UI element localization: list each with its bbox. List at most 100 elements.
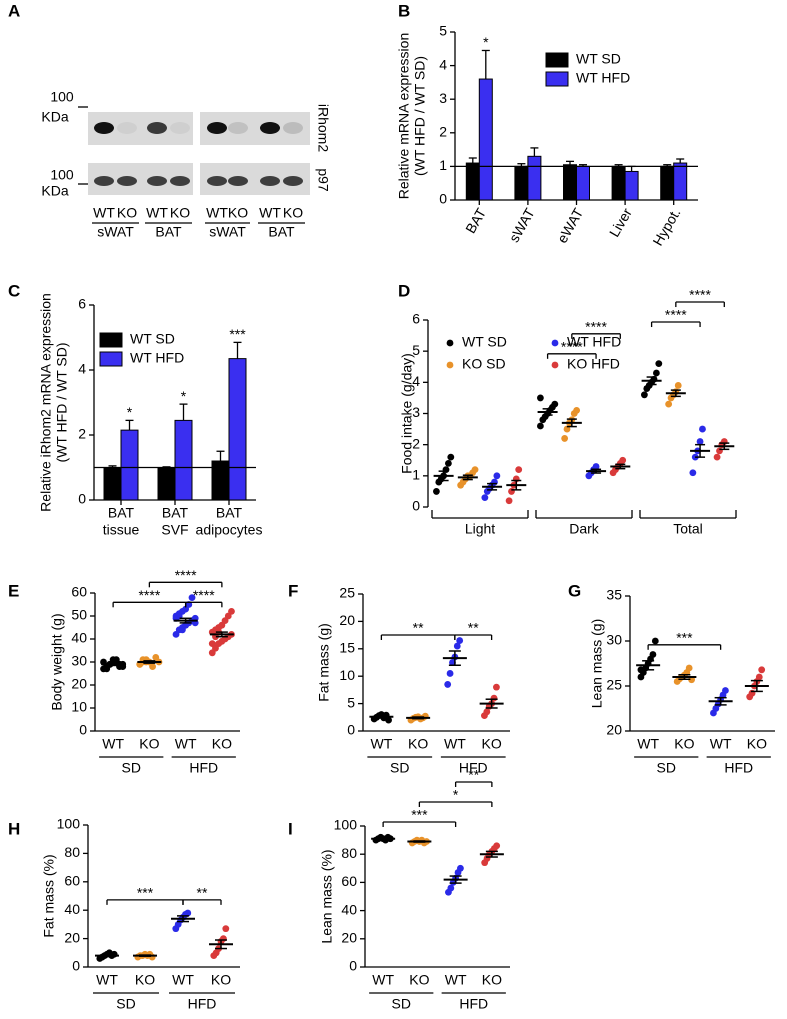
y-tick-label: 20 — [341, 930, 357, 946]
data-point — [149, 663, 156, 670]
bar — [660, 165, 675, 201]
data-point — [493, 842, 501, 850]
band — [228, 122, 248, 134]
data-point — [649, 651, 657, 658]
data-point — [508, 488, 515, 495]
legend-marker — [551, 339, 559, 347]
group-label: SD — [392, 996, 411, 1012]
x-tick-label: WT — [710, 736, 732, 752]
panel-label: C — [8, 281, 20, 300]
data-point — [447, 884, 455, 892]
bar — [576, 165, 590, 201]
y-tick-label: 25 — [339, 585, 355, 601]
y-tick-label: 30 — [71, 653, 87, 669]
data-point — [665, 400, 673, 408]
panel-label: G — [568, 581, 581, 600]
lane-label: KO — [228, 205, 248, 221]
y-tick-label: 100 — [334, 817, 358, 833]
data-point — [456, 637, 464, 644]
legend-label: WT HFD — [567, 334, 621, 350]
band — [170, 176, 190, 186]
x-tick-label: KO — [135, 972, 155, 988]
legend-label: WT HFD — [576, 70, 630, 86]
data-point — [447, 453, 455, 461]
y-tick-label: 0 — [439, 191, 447, 207]
x-tick-label: BAT — [462, 205, 489, 236]
data-point — [515, 466, 523, 473]
bar — [611, 165, 626, 201]
y-tick-label: 15 — [339, 640, 355, 656]
lane-label: WT — [146, 205, 168, 221]
y-tick-label: 0 — [78, 491, 86, 507]
y-tick-label: 25 — [606, 677, 622, 693]
y-axis-label: Relative mRNA expression — [396, 33, 412, 200]
data-point — [561, 435, 569, 442]
y-tick-label: 60 — [64, 873, 80, 889]
data-point — [713, 453, 721, 461]
y-tick-label: 0 — [349, 958, 357, 974]
significance-label: **** — [585, 319, 607, 335]
lane-label: WT — [259, 205, 281, 221]
lane-label: KO — [117, 205, 137, 221]
data-point — [493, 472, 501, 480]
data-point — [696, 438, 704, 445]
marker-unit: KDa — [41, 183, 68, 199]
data-point — [188, 594, 196, 601]
band — [94, 122, 114, 134]
x-tick-label: WT — [102, 736, 124, 752]
data-point — [208, 640, 216, 647]
band — [260, 176, 280, 186]
bar — [624, 170, 639, 201]
y-tick-label: 4 — [78, 361, 86, 377]
x-tick-label: KO — [212, 736, 232, 752]
legend-label: WT HFD — [130, 350, 184, 366]
data-point — [433, 488, 440, 495]
panel-label: I — [288, 819, 293, 838]
significance-label: *** — [229, 326, 246, 342]
significance-label: **** — [193, 587, 215, 603]
y-tick-label: 50 — [71, 607, 87, 623]
significance-label: * — [453, 787, 459, 803]
band — [228, 176, 248, 186]
data-point — [505, 497, 513, 505]
y-axis-label: Lean mass (%) — [319, 849, 335, 943]
x-tick-label: WT — [370, 736, 392, 752]
band — [117, 176, 137, 186]
x-tick-label: KO — [409, 972, 429, 988]
group-label: sWAT — [97, 224, 134, 240]
band — [117, 122, 137, 134]
y-tick-label: 40 — [64, 901, 80, 917]
x-tick-label: tissue — [103, 522, 140, 538]
data-point — [493, 683, 500, 691]
data-point — [653, 369, 660, 377]
legend-marker — [551, 361, 559, 369]
legend-label: WT SD — [576, 51, 621, 67]
data-point — [755, 673, 763, 681]
y-tick-label: 3 — [412, 404, 420, 420]
legend-label: KO HFD — [567, 356, 620, 372]
legend-label: WT SD — [462, 334, 507, 350]
y-tick-label: 20 — [71, 676, 87, 692]
significance-label: *** — [676, 630, 693, 646]
group-label: sWAT — [209, 224, 246, 240]
x-tick-label: KO — [674, 736, 694, 752]
group-label: SD — [657, 760, 676, 776]
x-tick-label: KO — [482, 972, 502, 988]
x-tick-label: Hypot. — [649, 205, 683, 248]
significance-label: ** — [468, 767, 479, 783]
significance-label: * — [181, 388, 187, 404]
data-point — [722, 687, 729, 694]
significance-label: ** — [468, 620, 479, 636]
y-axis-label: Relative iRhom2 mRNA expression — [38, 293, 54, 512]
significance-label: ** — [197, 885, 208, 901]
panel-label: E — [8, 581, 19, 600]
bar — [174, 419, 193, 501]
y-tick-label: 40 — [71, 630, 87, 646]
y-axis-label: Lean mass (g) — [589, 619, 605, 708]
band — [147, 176, 167, 186]
significance-label: **** — [689, 287, 711, 303]
y-tick-label: 80 — [64, 844, 80, 860]
group-label: Light — [465, 521, 495, 537]
data-point — [457, 864, 464, 872]
y-tick-label: 100 — [57, 816, 81, 832]
